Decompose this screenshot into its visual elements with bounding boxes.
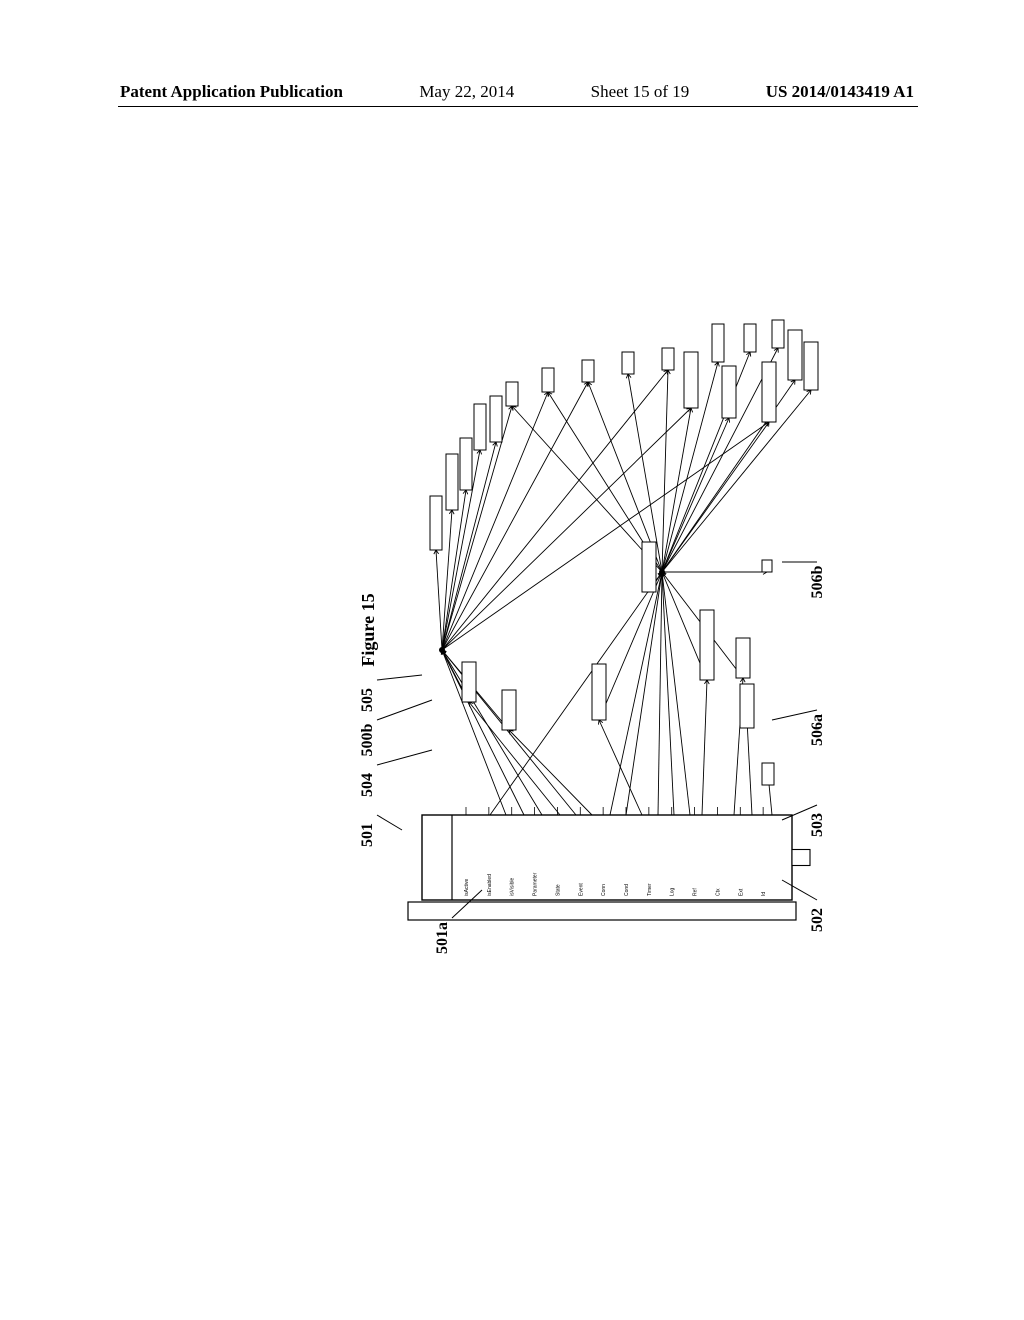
svg-text:Timer: Timer [647,883,653,896]
figure-caption: Figure 15 [358,593,378,666]
svg-text:Ref: Ref [693,888,699,896]
ref-label-504: 504 [359,773,376,797]
svg-text:Log: Log [670,887,676,896]
svg-text:isEnabled: isEnabled [487,874,493,896]
svg-text:Id: Id [761,892,767,896]
publication-type: Patent Application Publication [120,82,343,102]
svg-text:isVisible: isVisible [510,878,516,896]
ref-label-501a: 501a [434,922,451,954]
svg-text:State: State [555,884,561,896]
ref-label-506b: 506b [809,565,826,598]
header-divider [118,106,918,107]
ref-label-500b: 500b [359,723,376,756]
publication-number: US 2014/0143419 A1 [766,82,914,102]
ref-label-506a: 506a [809,714,826,746]
svg-text:Cond: Cond [624,884,630,896]
svg-text:Conn: Conn [601,884,607,896]
diagram-svg: isActive isEnabled isVisible Parameter State… [152,200,872,1100]
svg-text:isActive: isActive [464,879,470,896]
publication-date: May 22, 2014 [419,82,514,102]
svg-text:Ext: Ext [738,888,744,896]
sheet-number: Sheet 15 of 19 [591,82,690,102]
page-header: Patent Application Publication May 22, 2… [0,82,1024,102]
figure-15: isActive isEnabled isVisible Parameter State… [152,200,872,1100]
ref-label-501: 501 [359,823,376,847]
ref-label-505: 505 [359,688,376,712]
svg-text:Ctx: Ctx [715,888,721,896]
svg-text:Parameter: Parameter [533,872,539,896]
ref-label-502: 502 [809,908,826,932]
svg-text:Event: Event [578,883,584,896]
ref-label-503: 503 [809,813,826,837]
